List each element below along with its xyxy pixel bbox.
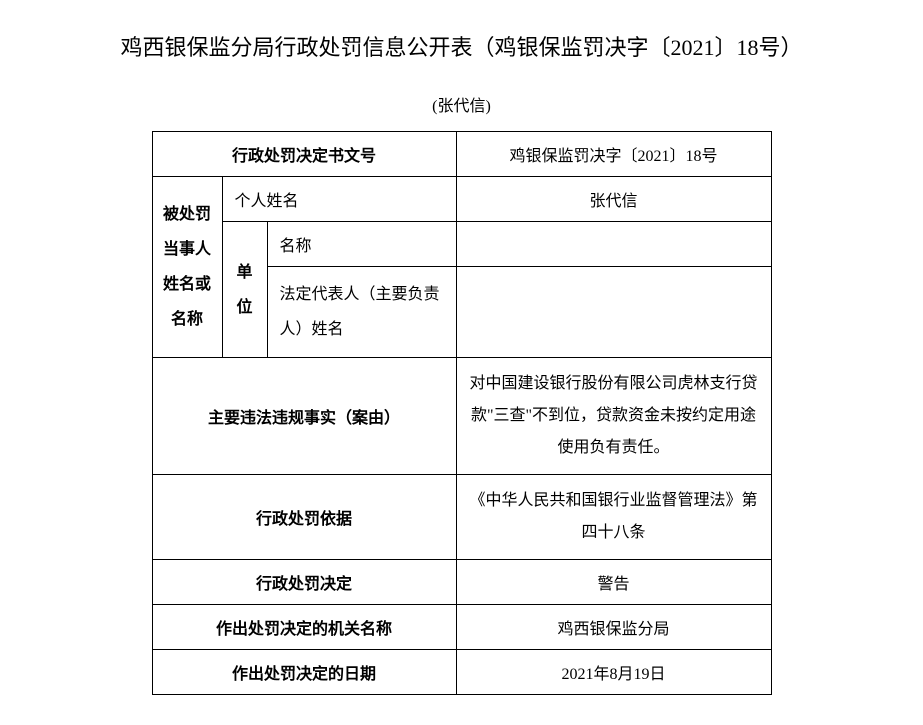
decision-number-value: 鸡银保监罚决字〔2021〕18号 [456, 132, 771, 177]
org-name-value [456, 222, 771, 267]
table-row: 作出处罚决定的日期 2021年8月19日 [152, 650, 771, 695]
org-name-label: 名称 [267, 222, 456, 267]
date-label: 作出处罚决定的日期 [152, 650, 456, 695]
table-row: 被处罚当事人姓名或名称 个人姓名 张代信 [152, 177, 771, 222]
table-row: 主要违法违规事实（案由） 对中国建设银行股份有限公司虎林支行贷款"三查"不到位，… [152, 358, 771, 475]
decision-number-label: 行政处罚决定书文号 [152, 132, 456, 177]
facts-value: 对中国建设银行股份有限公司虎林支行贷款"三查"不到位，贷款资金未按约定用途使用负… [456, 358, 771, 475]
authority-value: 鸡西银保监分局 [456, 605, 771, 650]
table-row: 作出处罚决定的机关名称 鸡西银保监分局 [152, 605, 771, 650]
person-name-label: 个人姓名 [222, 177, 456, 222]
penalty-table: 行政处罚决定书文号 鸡银保监罚决字〔2021〕18号 被处罚当事人姓名或名称 个… [152, 131, 772, 695]
org-sub-header: 单位 [222, 222, 267, 358]
facts-label: 主要违法违规事实（案由） [152, 358, 456, 475]
basis-value: 《中华人民共和国银行业监督管理法》第四十八条 [456, 475, 771, 560]
decision-value: 警告 [456, 560, 771, 605]
table-row: 行政处罚决定书文号 鸡银保监罚决字〔2021〕18号 [152, 132, 771, 177]
authority-label: 作出处罚决定的机关名称 [152, 605, 456, 650]
basis-label: 行政处罚依据 [152, 475, 456, 560]
page-title: 鸡西银保监分局行政处罚信息公开表（鸡银保监罚决字〔2021〕18号） [80, 30, 843, 62]
date-value: 2021年8月19日 [456, 650, 771, 695]
legal-rep-value [456, 267, 771, 358]
page-subtitle: (张代信) [80, 92, 843, 116]
table-row: 行政处罚决定 警告 [152, 560, 771, 605]
table-row: 行政处罚依据 《中华人民共和国银行业监督管理法》第四十八条 [152, 475, 771, 560]
decision-label: 行政处罚决定 [152, 560, 456, 605]
table-row: 单位 名称 [152, 222, 771, 267]
person-name-value: 张代信 [456, 177, 771, 222]
party-header: 被处罚当事人姓名或名称 [152, 177, 222, 358]
legal-rep-label: 法定代表人（主要负责人）姓名 [267, 267, 456, 358]
